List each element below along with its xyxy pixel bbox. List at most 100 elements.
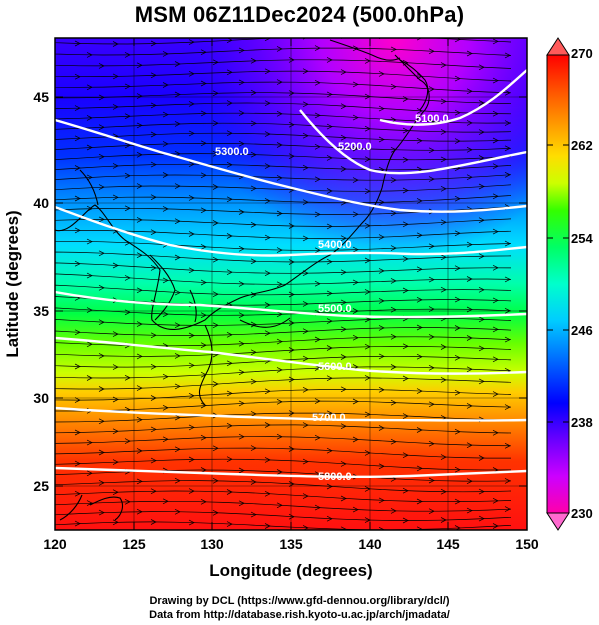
wind-arrowhead [454, 296, 461, 303]
wind-arrowhead [390, 245, 397, 251]
streamline [55, 262, 512, 274]
wind-arrowhead [238, 369, 245, 376]
wind-arrowhead [454, 138, 461, 144]
wind-arrowhead [200, 402, 207, 409]
wind-arrowhead [150, 40, 157, 47]
wind-arrowhead [454, 428, 461, 435]
wind-arrowhead [416, 353, 423, 360]
wind-arrowhead [226, 130, 233, 137]
wind-arrowhead [162, 277, 169, 284]
wind-arrowhead [226, 489, 233, 495]
wind-arrowhead [302, 101, 309, 108]
wind-arrowhead [378, 268, 385, 274]
wind-arrowhead [264, 490, 271, 497]
wind-arrowhead [378, 497, 385, 504]
wind-arrowhead [340, 423, 347, 430]
wind-arrowhead [302, 386, 309, 393]
wind-arrowhead [428, 364, 435, 371]
wind-arrowhead [238, 340, 245, 347]
wind-arrowhead [326, 410, 333, 417]
wind-arrowhead [98, 124, 105, 131]
contour-label: 5500.0 [318, 303, 352, 315]
contour-label: 5200.0 [338, 141, 372, 153]
contour-label: 5800.0 [318, 471, 352, 483]
streamline [55, 59, 512, 69]
streamline [55, 122, 512, 133]
wind-arrowhead [124, 142, 131, 149]
wind-arrowhead [492, 523, 499, 529]
wind-arrowhead [264, 234, 271, 241]
wind-arrowhead [390, 146, 397, 153]
wind-arrowhead [492, 497, 499, 504]
wind-arrowhead [200, 279, 207, 286]
wind-arrowhead [162, 373, 169, 380]
wind-arrowhead [136, 62, 143, 69]
wind-arrowhead [112, 364, 119, 370]
wind-arrowhead [454, 109, 461, 116]
wind-arrowhead [136, 183, 143, 189]
streamline [55, 389, 512, 401]
wind-arrowhead [174, 289, 181, 296]
wind-arrowhead [74, 490, 81, 497]
wind-arrowhead [454, 265, 461, 272]
wind-arrowhead [478, 183, 485, 190]
wind-arrowhead [162, 498, 169, 505]
wind-arrowhead [314, 176, 321, 183]
wind-arrowhead [378, 386, 385, 393]
wind-arrowhead [136, 252, 143, 259]
contour-label: 5600.0 [318, 361, 352, 373]
colorbar-upper-arrow [546, 37, 570, 56]
wind-arrowhead [340, 103, 347, 110]
wind-arrowhead [402, 96, 409, 102]
wind-arrowhead [250, 349, 257, 356]
wind-arrowhead [288, 259, 295, 265]
wind-arrowhead [288, 223, 295, 229]
wind-arrowhead [326, 57, 333, 63]
wind-arrowhead [162, 206, 169, 212]
wind-arrowhead [504, 276, 511, 283]
wind-arrowhead [188, 332, 195, 339]
wind-arrowhead [150, 131, 157, 138]
wind-arrowhead [136, 508, 143, 515]
wind-arrowhead [440, 377, 447, 383]
wind-arrowhead [416, 388, 423, 394]
wind-arrowhead [478, 253, 485, 260]
wind-arrowhead [416, 198, 423, 204]
wind-arrowhead [352, 506, 359, 513]
wind-arrowhead [314, 336, 321, 343]
wind-arrowhead [454, 230, 461, 237]
wind-arrowhead [212, 150, 219, 157]
wind-arrowhead [264, 131, 271, 137]
wind-arrowhead [150, 488, 157, 495]
wind-arrowhead [188, 362, 195, 369]
wind-arrowhead [250, 292, 257, 298]
wind-arrowhead [200, 110, 207, 117]
wind-arrowhead [276, 311, 283, 318]
wind-arrowhead [188, 231, 195, 237]
wind-arrowhead [86, 52, 93, 58]
wind-arrowhead [112, 459, 119, 465]
wind-arrowhead [288, 291, 295, 298]
wind-arrowhead [428, 86, 435, 92]
wind-arrowhead [150, 229, 157, 236]
wind-arrowhead [264, 270, 271, 277]
wind-arrowhead [136, 385, 143, 391]
wind-arrowhead [98, 250, 105, 257]
wind-arrowhead [402, 487, 409, 494]
wind-arrowhead [98, 319, 105, 326]
wind-arrowhead [112, 163, 119, 169]
wind-arrowhead [440, 62, 447, 68]
wind-arrowhead [150, 457, 157, 464]
wind-arrowhead [124, 172, 131, 179]
wind-arrowhead [174, 446, 181, 453]
wind-arrowhead [428, 508, 435, 515]
wind-arrowhead [74, 105, 81, 111]
wind-arrowhead [378, 298, 385, 304]
wind-arrowhead [314, 504, 321, 511]
wind-arrowhead [454, 38, 461, 43]
wind-arrowhead [174, 414, 181, 421]
wind-arrowhead [326, 258, 333, 265]
wind-arrowhead [428, 176, 435, 182]
wind-arrowhead [250, 378, 257, 385]
wind-arrowhead [428, 334, 435, 340]
